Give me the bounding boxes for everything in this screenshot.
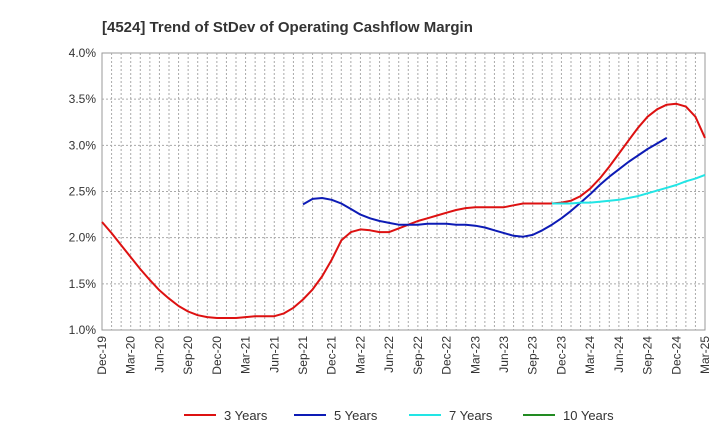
legend-label: 3 Years (224, 408, 268, 423)
x-tick-label: Jun-23 (497, 336, 511, 373)
x-axis: Dec-19 Mar-20 Jun-20 Sep-20 Dec-20 Mar-21 Jun-… (95, 336, 712, 375)
x-tick-label: Mar-20 (124, 336, 138, 374)
x-tick-label: Dec-21 (325, 336, 339, 375)
x-tick-label: Dec-19 (95, 336, 109, 375)
legend-label: 7 Years (449, 408, 493, 423)
series-line-5-years (302, 137, 668, 238)
x-tick-label: Sep-24 (641, 336, 655, 375)
x-tick-label: Jun-20 (152, 336, 166, 373)
y-tick-label: 4.0% (69, 46, 97, 60)
legend-label: 10 Years (563, 408, 614, 423)
x-tick-label: Sep-21 (296, 336, 310, 375)
legend-label: 5 Years (334, 408, 378, 423)
x-tick-label: Dec-20 (210, 336, 224, 375)
legend: 3 Years 5 Years 7 Years 10 Years (184, 408, 614, 423)
x-tick-label: Mar-25 (698, 336, 712, 374)
y-tick-label: 3.5% (69, 92, 97, 106)
x-tick-label: Jun-21 (267, 336, 281, 373)
x-tick-label: Mar-24 (583, 336, 597, 374)
x-tick-label: Mar-22 (353, 336, 367, 374)
y-tick-label: 2.5% (69, 185, 97, 199)
x-tick-label: Jun-22 (382, 336, 396, 373)
x-tick-label: Dec-24 (669, 336, 683, 375)
series-line-3-years (101, 102, 706, 319)
x-tick-label: Dec-22 (440, 336, 454, 375)
chart-title: [4524] Trend of StDev of Operating Cashf… (102, 19, 473, 36)
x-tick-label: Mar-23 (468, 336, 482, 374)
y-tick-label: 1.5% (69, 277, 97, 291)
x-tick-label: Mar-21 (239, 336, 253, 374)
x-tick-label: Dec-23 (554, 336, 568, 375)
series-lines (101, 102, 706, 319)
y-axis: 1.0% 1.5% 2.0% 2.5% 3.0% 3.5% 4.0% (69, 46, 97, 337)
series-line-7-years (551, 173, 706, 205)
y-tick-label: 2.0% (69, 231, 97, 245)
x-tick-label: Jun-24 (612, 336, 626, 373)
y-tick-label: 3.0% (69, 138, 97, 152)
x-tick-label: Sep-23 (526, 336, 540, 375)
grid (102, 53, 705, 330)
x-tick-label: Sep-20 (181, 336, 195, 375)
x-tick-label: Sep-22 (411, 336, 425, 375)
y-tick-label: 1.0% (69, 323, 97, 337)
